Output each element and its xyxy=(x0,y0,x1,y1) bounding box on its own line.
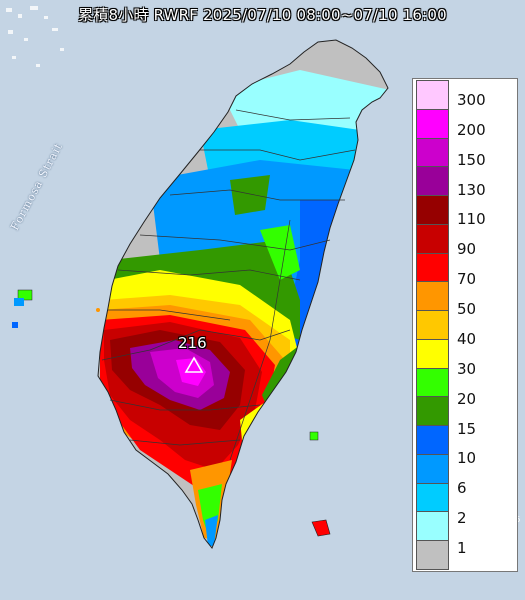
legend-label xyxy=(457,558,515,570)
legend-swatch xyxy=(417,282,448,312)
legend-swatch xyxy=(417,397,448,427)
legend-swatch xyxy=(417,311,448,340)
outlying-islands xyxy=(12,289,331,537)
legend-swatch xyxy=(417,138,448,168)
sea-clutter xyxy=(6,6,64,67)
legend-label-column: 300 200 150 130 110 90 70 50 40 30 20 15 10 6 2 1 xyxy=(457,80,515,570)
legend-label: 130 xyxy=(457,180,486,199)
legend-swatch xyxy=(417,426,448,455)
legend-swatch-column xyxy=(416,80,449,570)
max-rainfall-marker xyxy=(184,356,204,373)
max-rainfall-value: 216 xyxy=(178,334,207,352)
legend-swatch xyxy=(417,339,448,369)
legend-label: 300 xyxy=(457,90,486,109)
legend-label: 15 xyxy=(457,419,477,438)
legend-swatch xyxy=(417,109,448,139)
legend-swatch xyxy=(417,196,448,225)
legend-swatch xyxy=(417,224,448,254)
legend-label: 90 xyxy=(457,240,477,259)
legend-label: 40 xyxy=(457,329,477,348)
legend-label: 200 xyxy=(457,120,486,139)
legend-label: 2 xyxy=(457,509,467,528)
legend-swatch xyxy=(417,483,448,513)
county-boundaries xyxy=(101,109,356,461)
legend-label: 20 xyxy=(457,389,477,408)
legend-swatch xyxy=(417,454,448,484)
legend-swatch xyxy=(417,167,448,197)
legend-label: 50 xyxy=(457,300,477,318)
color-legend: 300 200 150 130 110 90 70 50 40 30 20 15 10 6 2 1 xyxy=(412,78,518,572)
legend-label: 150 xyxy=(457,150,486,169)
legend-swatch xyxy=(417,368,448,398)
legend-label: 110 xyxy=(457,210,486,229)
legend-label: 10 xyxy=(457,449,477,468)
map-title: 累積8小時 RWRF 2025/07/10 08:00~07/10 16:00 xyxy=(78,6,447,24)
legend-label: 1 xyxy=(457,539,467,557)
legend-swatch xyxy=(417,253,448,283)
legend-label: 6 xyxy=(457,479,467,498)
legend-swatch xyxy=(417,541,448,570)
legend-label: 30 xyxy=(457,359,477,378)
island-outline xyxy=(97,39,389,549)
legend-swatch xyxy=(417,81,448,110)
legend-label: 70 xyxy=(457,270,477,289)
legend-swatch xyxy=(417,512,448,542)
